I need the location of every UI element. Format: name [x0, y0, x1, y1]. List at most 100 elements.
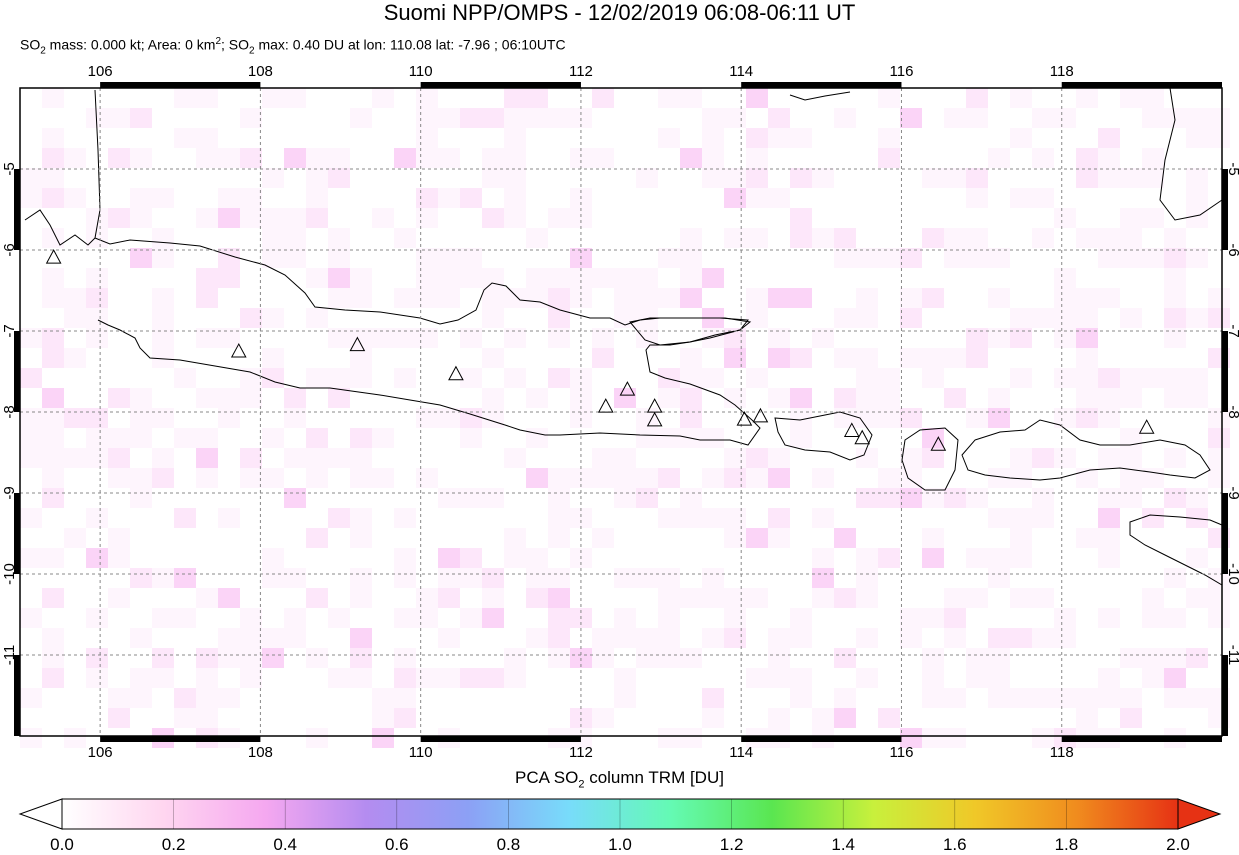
colorbar-tick-label: 0.0: [50, 835, 74, 854]
so2-pixel: [372, 708, 394, 728]
so2-pixel: [570, 208, 592, 228]
so2-pixel: [1032, 108, 1054, 128]
so2-pixel: [152, 468, 174, 488]
so2-pixel: [966, 408, 988, 428]
so2-pixel: [966, 348, 988, 368]
colorbar-tick-label: 1.4: [831, 835, 856, 854]
so2-pixel: [86, 408, 108, 428]
so2-pixel: [768, 128, 790, 148]
so2-pixel: [768, 708, 790, 728]
volcano-marker: [843, 422, 860, 437]
so2-pixel: [658, 288, 680, 308]
so2-pixel: [130, 188, 152, 208]
so2-pixel: [900, 288, 922, 308]
so2-pixel: [702, 148, 724, 168]
so2-pixel: [108, 388, 130, 408]
so2-pixel: [548, 308, 570, 328]
lon-label-top: 108: [248, 63, 273, 80]
so2-pixel: [460, 428, 482, 448]
so2-pixel: [86, 508, 108, 528]
so2-pixel: [724, 528, 746, 548]
so2-pixel: [20, 328, 42, 348]
so2-pixel: [1186, 208, 1208, 228]
so2-pixel: [416, 588, 438, 608]
so2-pixel: [548, 648, 570, 668]
so2-pixel: [20, 188, 42, 208]
so2-pixel: [592, 628, 614, 648]
so2-pixel: [482, 608, 504, 628]
so2-pixel: [504, 368, 526, 388]
so2-pixel: [966, 168, 988, 188]
so2-pixel: [1054, 108, 1076, 128]
so2-pixel: [680, 648, 702, 668]
so2-pixel: [218, 208, 240, 228]
so2-pixel: [42, 628, 64, 648]
so2-pixel: [746, 668, 768, 688]
so2-pixel: [438, 188, 460, 208]
so2-pixel: [702, 368, 724, 388]
so2-pixel: [1142, 208, 1164, 228]
so2-pixel: [240, 148, 262, 168]
so2-pixel: [262, 208, 284, 228]
so2-pixel: [240, 208, 262, 228]
so2-pixel: [548, 108, 570, 128]
so2-pixel: [284, 568, 306, 588]
so2-pixel: [988, 648, 1010, 668]
lat-label-left: -6: [1, 243, 18, 256]
so2-pixel: [746, 448, 768, 468]
so2-pixel: [460, 568, 482, 588]
so2-pixel: [416, 288, 438, 308]
so2-pixel: [944, 628, 966, 648]
so2-pixel: [504, 528, 526, 548]
so2-pixel: [746, 468, 768, 488]
colorbar-gradient: [61, 798, 1179, 830]
so2-pixel: [1076, 288, 1098, 308]
so2-pixel: [416, 148, 438, 168]
so2-pixel: [152, 568, 174, 588]
so2-pixel: [1120, 708, 1142, 728]
so2-pixel: [108, 528, 130, 548]
so2-pixel: [570, 508, 592, 528]
so2-pixel: [768, 288, 790, 308]
so2-pixel: [284, 608, 306, 628]
lat-label-left: -7: [1, 324, 18, 337]
so2-pixel: [1186, 648, 1208, 668]
so2-pixel: [64, 148, 86, 168]
so2-pixel: [526, 388, 548, 408]
so2-pixel: [1120, 488, 1142, 508]
so2-pixel: [944, 688, 966, 708]
so2-pixel: [1120, 88, 1142, 108]
so2-pixel: [372, 428, 394, 448]
so2-pixel: [1164, 268, 1186, 288]
so2-pixel: [350, 348, 372, 368]
so2-pixel: [724, 628, 746, 648]
so2-pixel: [746, 288, 768, 308]
so2-pixel: [1164, 608, 1186, 628]
so2-pixel: [1010, 628, 1032, 648]
so2-pixel: [42, 388, 64, 408]
so2-pixel: [812, 228, 834, 248]
so2-pixel: [592, 528, 614, 548]
so2-pixel: [790, 348, 812, 368]
so2-pixel: [306, 468, 328, 488]
so2-pixel: [966, 328, 988, 348]
so2-pixel: [988, 408, 1010, 428]
so2-pixel: [196, 428, 218, 448]
so2-pixel: [856, 408, 878, 428]
so2-pixel: [746, 88, 768, 108]
so2-pixel: [1054, 608, 1076, 628]
so2-pixel: [438, 248, 460, 268]
so2-pixel: [768, 448, 790, 468]
so2-pixel: [790, 388, 812, 408]
so2-pixel: [504, 148, 526, 168]
so2-pixel: [394, 688, 416, 708]
lat-label-right: -5: [1225, 162, 1239, 175]
so2-pixel: [42, 588, 64, 608]
so2-pixel: [614, 468, 636, 488]
so2-pixel: [746, 188, 768, 208]
so2-pixel: [658, 388, 680, 408]
so2-pixel: [438, 268, 460, 288]
so2-pixel: [592, 708, 614, 728]
so2-pixel: [284, 208, 306, 228]
so2-pixel: [438, 148, 460, 168]
